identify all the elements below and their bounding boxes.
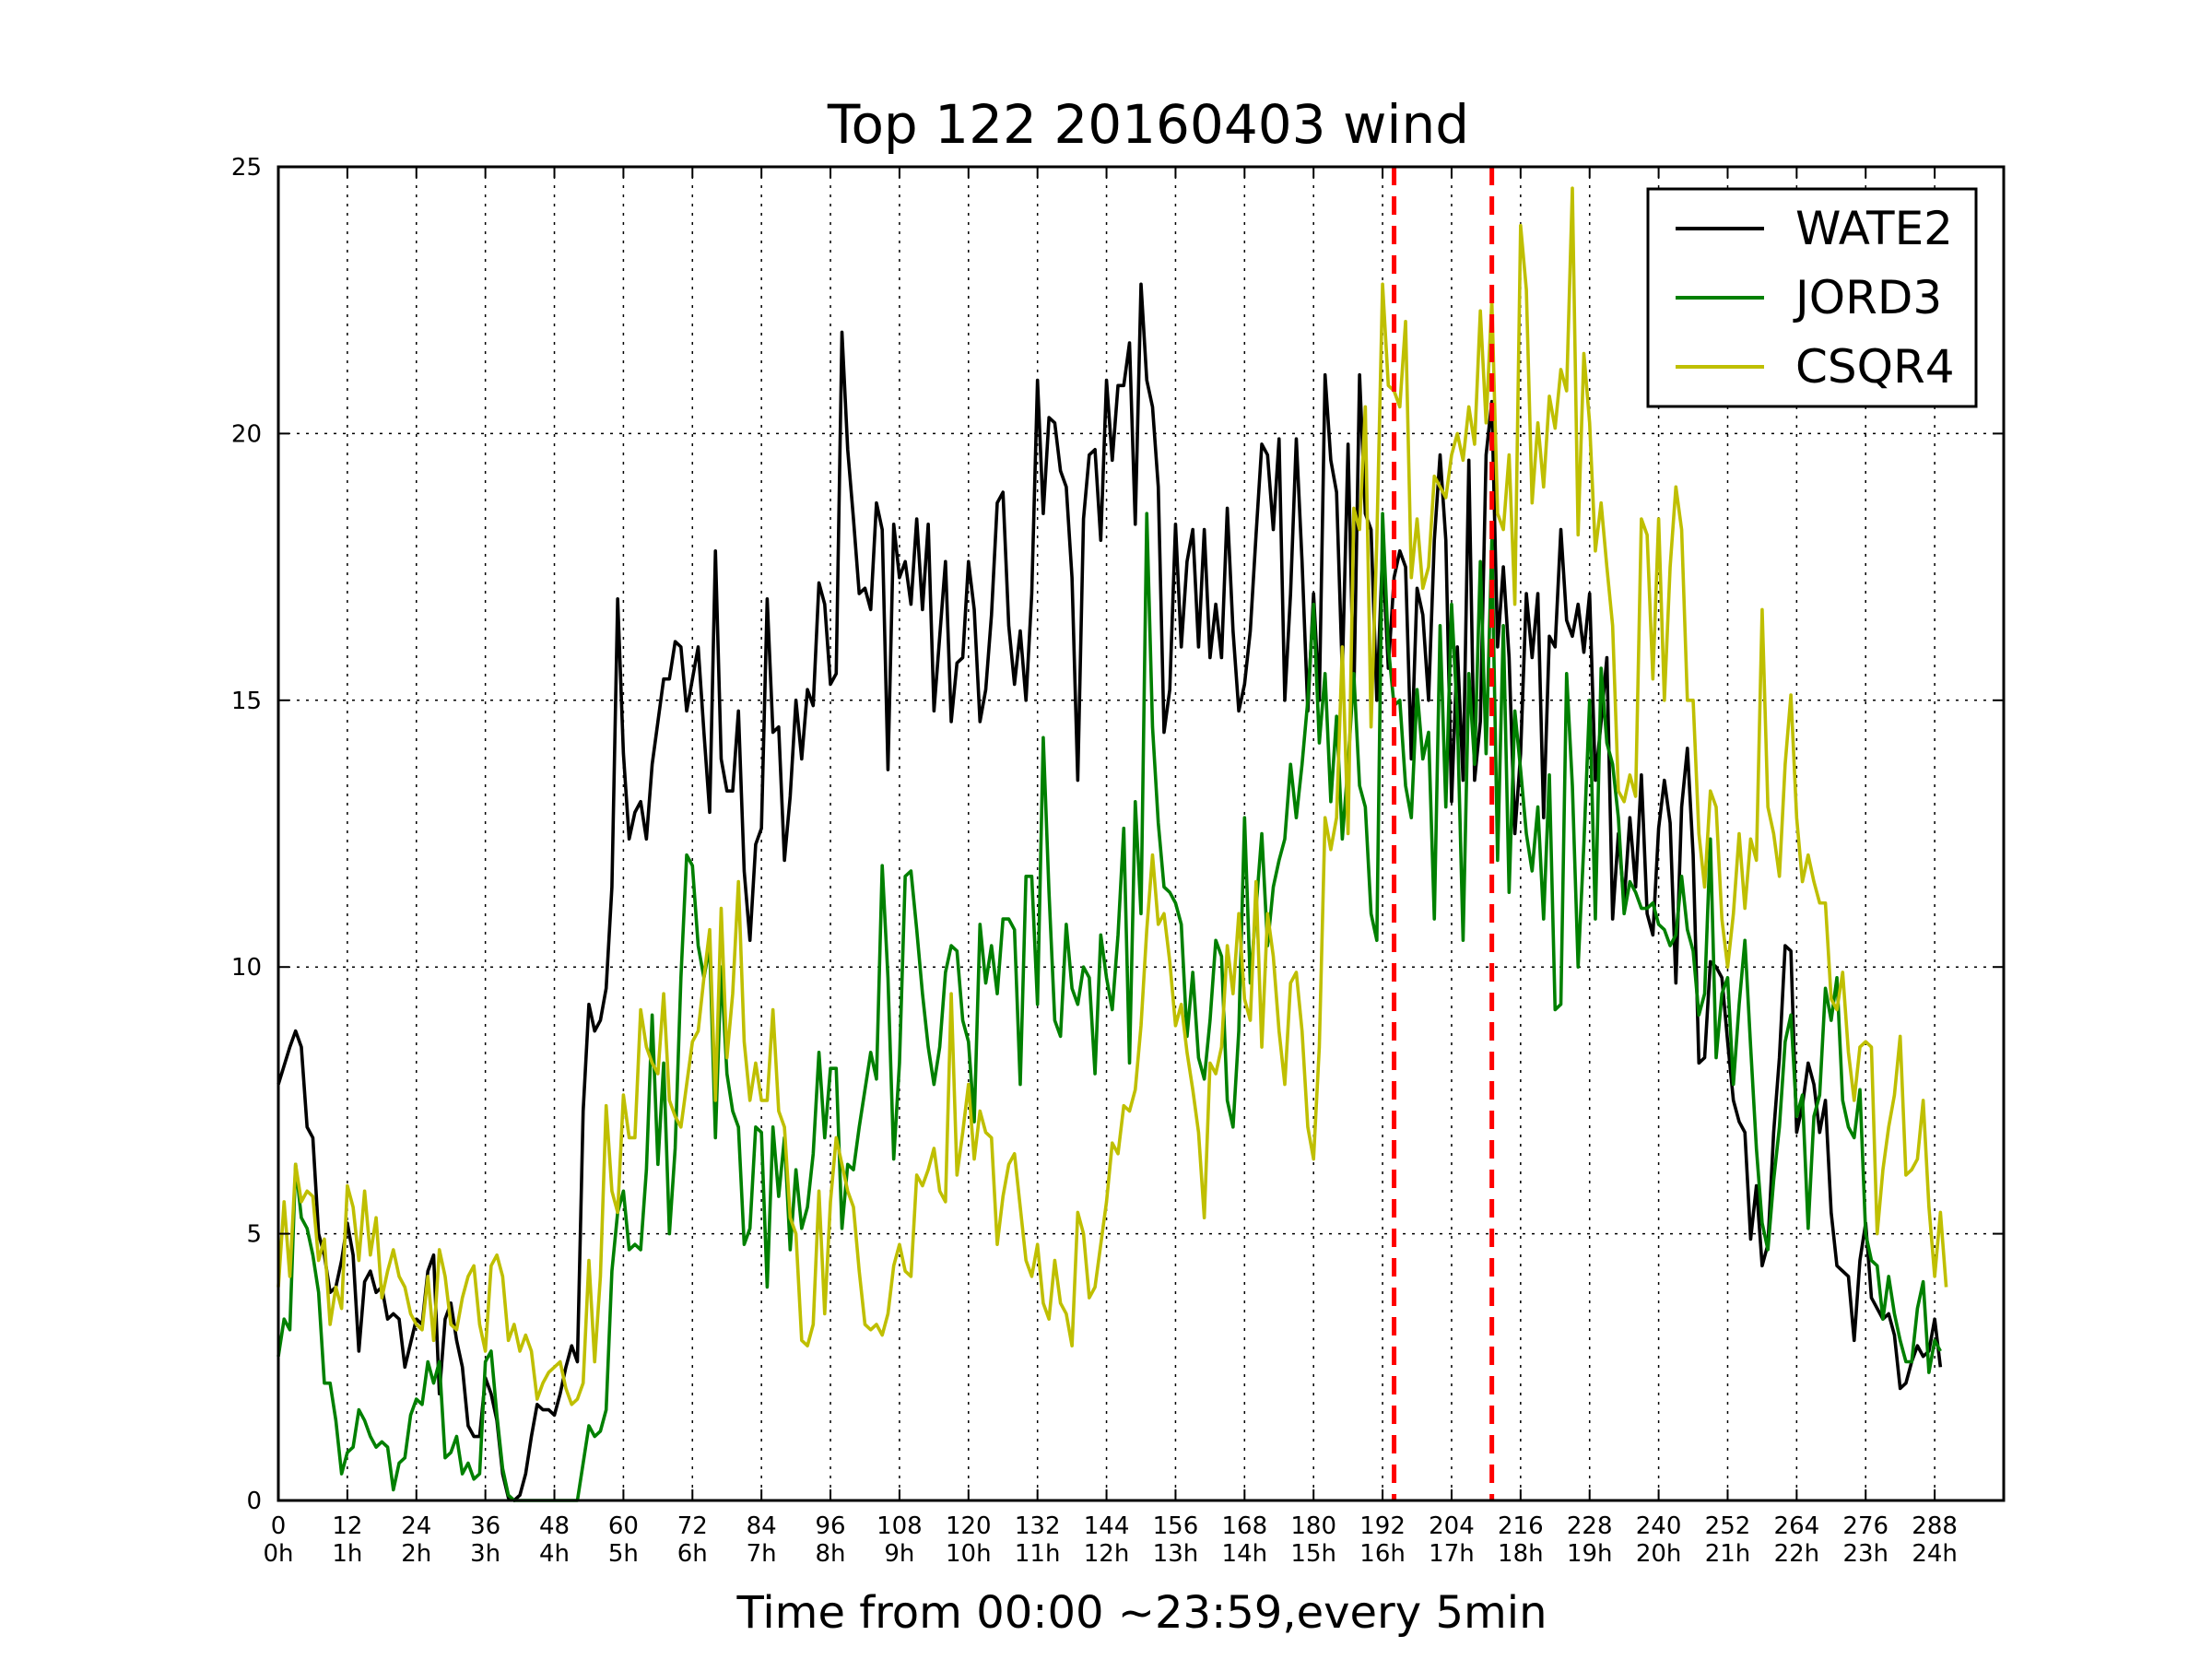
series-line-csqr4: [276, 186, 1948, 1406]
x-tick-sublabel: 1h: [332, 1540, 362, 1568]
x-tick-sublabel: 19h: [1567, 1540, 1613, 1568]
x-tick-label: 252: [1705, 1512, 1751, 1540]
x-tick-label: 132: [1015, 1512, 1061, 1540]
x-tick-label: 216: [1498, 1512, 1544, 1540]
x-tick-sublabel: 16h: [1359, 1540, 1406, 1568]
y-tick-label: 5: [246, 1221, 262, 1249]
x-tick-sublabel: 7h: [747, 1540, 777, 1568]
y-tick-label: 15: [231, 688, 262, 715]
x-tick-sublabel: 2h: [401, 1540, 431, 1568]
x-tick-label: 288: [1912, 1512, 1958, 1540]
x-tick-sublabel: 15h: [1290, 1540, 1336, 1568]
grid-lines: [278, 167, 2004, 1500]
x-tick-label: 48: [539, 1512, 570, 1540]
x-tick-label: 156: [1153, 1512, 1199, 1540]
series-line-jord3: [276, 512, 1942, 1502]
x-tick-label: 24: [401, 1512, 431, 1540]
x-tick-label: 180: [1290, 1512, 1336, 1540]
x-tick-label: 0: [271, 1512, 287, 1540]
x-tick-label: 264: [1774, 1512, 1820, 1540]
x-tick-sublabel: 17h: [1429, 1540, 1475, 1568]
y-tick-label: 10: [231, 954, 262, 982]
x-tick-label: 204: [1429, 1512, 1475, 1540]
x-tick-sublabel: 3h: [470, 1540, 500, 1568]
x-tick-label: 12: [332, 1512, 362, 1540]
legend-label: JORD3: [1793, 271, 1942, 324]
x-tick-sublabel: 24h: [1912, 1540, 1958, 1568]
x-tick-label: 60: [608, 1512, 639, 1540]
x-tick-label: 36: [470, 1512, 500, 1540]
x-tick-sublabel: 11h: [1015, 1540, 1061, 1568]
x-tick-sublabel: 6h: [677, 1540, 708, 1568]
x-tick-label: 108: [877, 1512, 923, 1540]
x-tick-sublabel: 4h: [539, 1540, 570, 1568]
x-tick-label: 168: [1221, 1512, 1267, 1540]
x-tick-sublabel: 8h: [816, 1540, 846, 1568]
y-tick-label: 0: [246, 1488, 262, 1515]
plot-frame: [276, 165, 2006, 1502]
x-tick-label: 192: [1359, 1512, 1406, 1540]
x-tick-label: 276: [1842, 1512, 1888, 1540]
legend: WATE2 JORD3 CSQR4: [1646, 187, 1978, 408]
chart-title: Top 122 20160403 wind: [827, 93, 1469, 156]
event-markers: [1392, 167, 1495, 1500]
x-tick-label: 84: [747, 1512, 777, 1540]
y-tick-label: 20: [231, 420, 262, 448]
x-axis-label: Time from 00:00 ~23:59,every 5min: [736, 1587, 1547, 1639]
x-tick-label: 228: [1567, 1512, 1613, 1540]
x-tick-sublabel: 12h: [1084, 1540, 1130, 1568]
x-tick-sublabel: 18h: [1498, 1540, 1544, 1568]
x-tick-sublabel: 21h: [1705, 1540, 1751, 1568]
legend-label: WATE2: [1795, 202, 1953, 255]
x-tick-label: 240: [1636, 1512, 1682, 1540]
x-tick-sublabel: 10h: [946, 1540, 992, 1568]
x-tick-sublabel: 22h: [1774, 1540, 1820, 1568]
x-tick-label: 144: [1084, 1512, 1130, 1540]
x-tick-sublabel: 14h: [1222, 1540, 1268, 1568]
x-tick-label: 96: [815, 1512, 845, 1540]
x-tick-sublabel: 9h: [884, 1540, 914, 1568]
x-tick-sublabel: 13h: [1153, 1540, 1199, 1568]
x-tick-label: 120: [946, 1512, 992, 1540]
series-line-wate2: [276, 282, 1943, 1502]
x-tick-sublabel: 0h: [263, 1540, 293, 1568]
y-tick-label: 25: [231, 154, 262, 182]
x-tick-sublabel: 5h: [608, 1540, 639, 1568]
x-tick-sublabel: 20h: [1636, 1540, 1682, 1568]
legend-label: CSQR4: [1795, 340, 1955, 394]
x-tick-label: 72: [677, 1512, 708, 1540]
x-tick-sublabel: 23h: [1842, 1540, 1888, 1568]
